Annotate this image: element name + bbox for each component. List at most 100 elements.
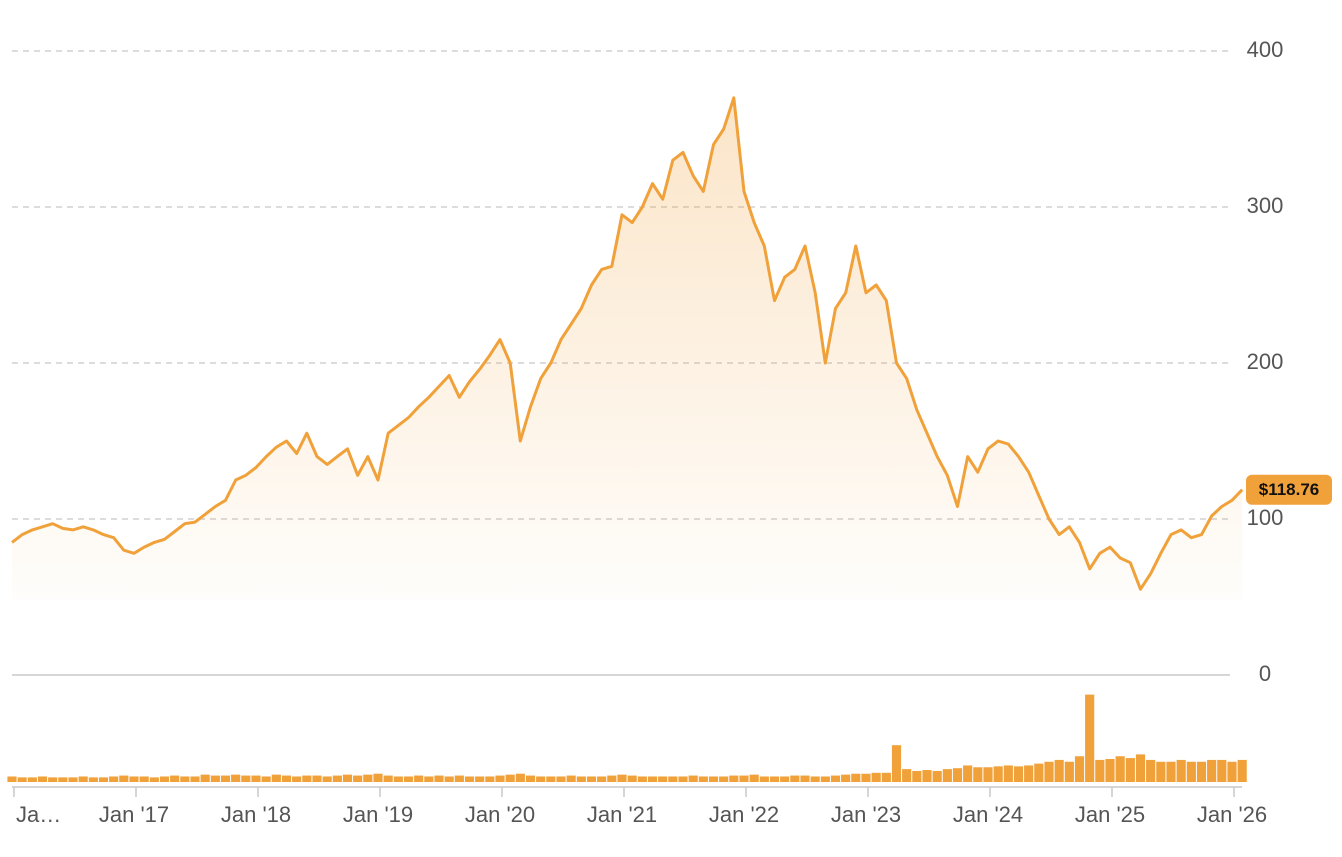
volume-bar xyxy=(292,776,302,782)
volume-bar xyxy=(1186,761,1196,782)
volume-bar xyxy=(7,776,17,782)
volume-bar xyxy=(1115,756,1125,782)
y-tick-label: 100 xyxy=(1247,505,1284,530)
volume-bar xyxy=(88,777,98,782)
volume-bar xyxy=(881,772,891,782)
price-badge xyxy=(1246,474,1332,505)
y-tick-label: 0 xyxy=(1259,661,1271,686)
volume-bar xyxy=(993,766,1003,782)
volume-bar xyxy=(403,776,414,782)
y-tick-label: 400 xyxy=(1247,37,1284,62)
volume-bar xyxy=(98,777,109,782)
volume-bar xyxy=(1196,761,1207,782)
volume-bar xyxy=(688,775,698,782)
volume-bar xyxy=(1044,761,1054,782)
volume-bar xyxy=(627,775,637,782)
price-line xyxy=(11,96,1244,591)
volume-bar xyxy=(1085,694,1095,782)
volume-bar xyxy=(37,776,48,782)
volume-bar xyxy=(180,776,190,782)
x-tick-label: Jan '21 xyxy=(587,802,657,827)
volume-bar xyxy=(1135,754,1146,782)
volume-bar xyxy=(912,770,922,782)
volume-bar xyxy=(586,776,597,782)
volume-bar xyxy=(1013,766,1024,782)
volume-bar xyxy=(312,775,322,782)
volume-bar xyxy=(332,775,342,782)
volume-bar xyxy=(353,775,363,782)
volume-bar xyxy=(576,776,586,782)
volume-bar xyxy=(220,775,231,782)
volume-bar xyxy=(749,774,759,782)
x-tick-label: Jan '18 xyxy=(221,802,291,827)
volume-bar xyxy=(759,776,769,782)
volume-bar xyxy=(251,775,261,782)
volume-bar xyxy=(556,776,566,782)
volume-bar xyxy=(271,774,281,782)
x-tick-label: Jan '25 xyxy=(1075,802,1145,827)
volume-bar xyxy=(1105,759,1115,782)
volume-bar xyxy=(444,776,454,782)
volume-bar xyxy=(281,775,292,782)
volume-bar xyxy=(790,775,800,782)
volume-bar xyxy=(902,769,912,782)
volume-bar xyxy=(841,774,851,782)
volume-bar xyxy=(190,776,200,782)
volume-bar xyxy=(891,745,902,782)
volume-bar xyxy=(780,776,790,782)
volume-bar xyxy=(851,773,861,782)
volume-bar xyxy=(241,775,251,782)
volume-bar xyxy=(1156,761,1166,782)
volume-bar xyxy=(668,776,678,782)
volume-bar xyxy=(27,777,37,782)
volume-bar xyxy=(1054,759,1064,782)
x-tick-label: Jan '20 xyxy=(465,802,535,827)
volume-bar xyxy=(922,770,932,782)
x-tick-label: Jan '22 xyxy=(709,802,779,827)
volume-bar xyxy=(810,776,820,782)
volume-bar xyxy=(566,775,576,782)
volume-bar xyxy=(942,769,952,782)
volume-bar xyxy=(475,776,485,782)
volume-bar xyxy=(963,765,973,782)
volume-bar xyxy=(820,776,830,782)
volume-bar xyxy=(647,776,658,782)
x-tick-label: Ja… xyxy=(16,802,61,827)
volume-bar xyxy=(1074,756,1085,782)
volume-bar xyxy=(1176,759,1186,782)
volume-bar xyxy=(48,777,58,782)
volume-bar xyxy=(617,774,627,782)
volume-bar xyxy=(393,776,403,782)
volume-bar xyxy=(1125,758,1135,782)
volume-bar xyxy=(525,775,536,782)
volume-bar xyxy=(536,776,546,782)
volume-bar xyxy=(719,776,729,782)
volume-bar xyxy=(698,776,708,782)
volume-bar xyxy=(119,775,129,782)
volume-bar xyxy=(708,776,719,782)
volume-bar xyxy=(17,777,27,782)
volume-bar xyxy=(932,770,942,782)
volume-bar xyxy=(170,775,180,782)
volume-bar xyxy=(159,776,170,782)
volume-bar xyxy=(658,776,668,782)
volume-bar xyxy=(261,776,271,782)
volume-bar xyxy=(342,774,353,782)
volume-bar xyxy=(1024,765,1034,782)
volume-bar xyxy=(200,774,210,782)
volume-bar xyxy=(1207,759,1217,782)
volume-bar xyxy=(729,775,739,782)
volume-bar xyxy=(454,775,464,782)
volume-bar xyxy=(139,776,149,782)
volume-bar xyxy=(871,772,881,782)
y-tick-label: 300 xyxy=(1247,193,1284,218)
volume-bar xyxy=(302,775,312,782)
volume-bar xyxy=(1237,759,1247,782)
volume-bar xyxy=(414,775,424,782)
volume-bar xyxy=(464,776,475,782)
volume-bar xyxy=(373,773,383,782)
volume-bar xyxy=(1095,759,1105,782)
volume-bar xyxy=(495,775,505,782)
volume-bar xyxy=(149,777,159,782)
